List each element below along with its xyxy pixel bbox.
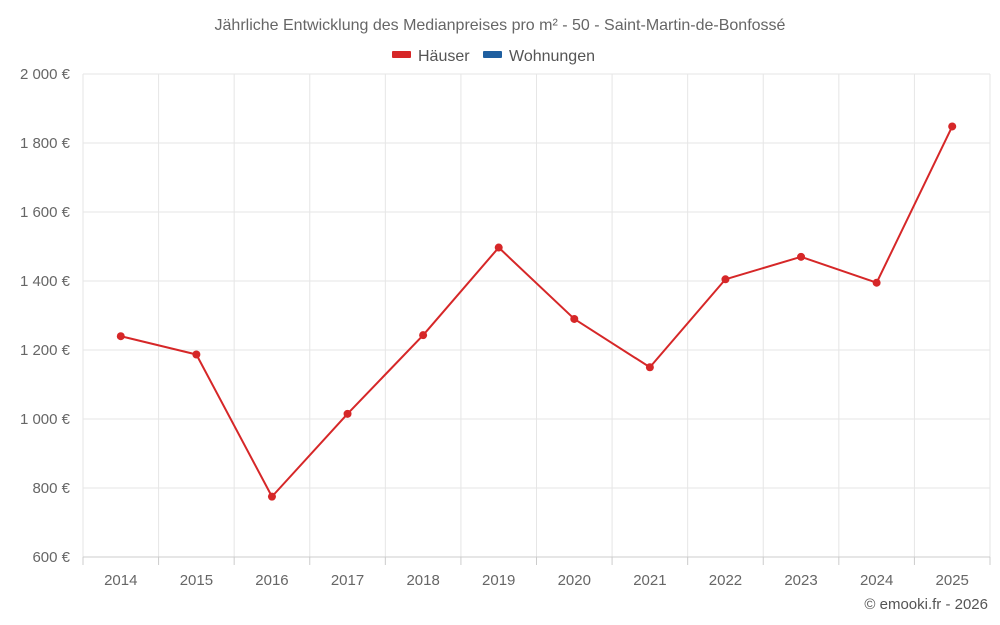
x-tick-label: 2017: [331, 572, 364, 589]
y-tick-label: 1 200 €: [20, 342, 71, 359]
x-tick-label: 2023: [784, 572, 817, 589]
y-tick-label: 1 800 €: [20, 135, 71, 152]
x-tick-label: 2014: [104, 572, 137, 589]
series-line-houses: [120, 126, 954, 498]
x-tick-label: 2022: [709, 572, 742, 589]
legend-swatch-houses: [392, 51, 411, 58]
data-point-houses[interactable]: [570, 314, 579, 323]
legend-swatch-apartments: [483, 51, 502, 58]
data-point-houses[interactable]: [948, 122, 957, 131]
data-point-houses[interactable]: [797, 252, 806, 261]
legend: Häuser Wohnungen: [392, 48, 595, 65]
x-tick-label: 2024: [860, 572, 893, 589]
y-tick-label: 1 000 €: [20, 411, 71, 428]
credit-text: © emooki.fr - 2026: [864, 596, 988, 613]
chart-title: Jährliche Entwicklung des Medianpreises …: [215, 17, 786, 34]
data-point-houses[interactable]: [267, 492, 276, 501]
x-tick-label: 2019: [482, 572, 515, 589]
legend-label-apartments: Wohnungen: [509, 48, 595, 65]
grid: [82, 73, 991, 557]
x-axis: 2014 2015 2016 2017 2018 2019 2020 2021 2022 2023…: [82, 556, 991, 589]
x-tick-label: 2015: [180, 572, 213, 589]
data-point-houses[interactable]: [192, 350, 201, 359]
y-tick-label: 2 000 €: [20, 66, 71, 83]
y-tick-label: 1 400 €: [20, 273, 71, 290]
x-tick-label: 2016: [255, 572, 288, 589]
series-houses: [116, 122, 957, 501]
y-tick-label: 800 €: [32, 480, 70, 497]
legend-item-apartments[interactable]: Wohnungen: [483, 48, 595, 65]
data-point-houses[interactable]: [721, 275, 730, 284]
x-tick-label: 2025: [936, 572, 969, 589]
data-point-houses[interactable]: [116, 332, 125, 341]
x-tick-label: 2018: [406, 572, 439, 589]
data-point-houses[interactable]: [343, 409, 352, 418]
data-point-houses[interactable]: [494, 243, 503, 252]
x-tick-label: 2020: [558, 572, 591, 589]
x-tick-label: 2021: [633, 572, 666, 589]
y-axis: 600 € 800 € 1 000 € 1 200 € 1 400 € 1 600 € 1 …: [20, 66, 71, 566]
legend-item-houses[interactable]: Häuser: [392, 48, 470, 65]
data-point-houses[interactable]: [645, 363, 654, 372]
data-point-houses[interactable]: [419, 331, 428, 340]
y-tick-label: 600 €: [32, 549, 70, 566]
data-point-houses[interactable]: [872, 278, 881, 287]
y-tick-label: 1 600 €: [20, 204, 71, 221]
legend-label-houses: Häuser: [418, 48, 470, 65]
